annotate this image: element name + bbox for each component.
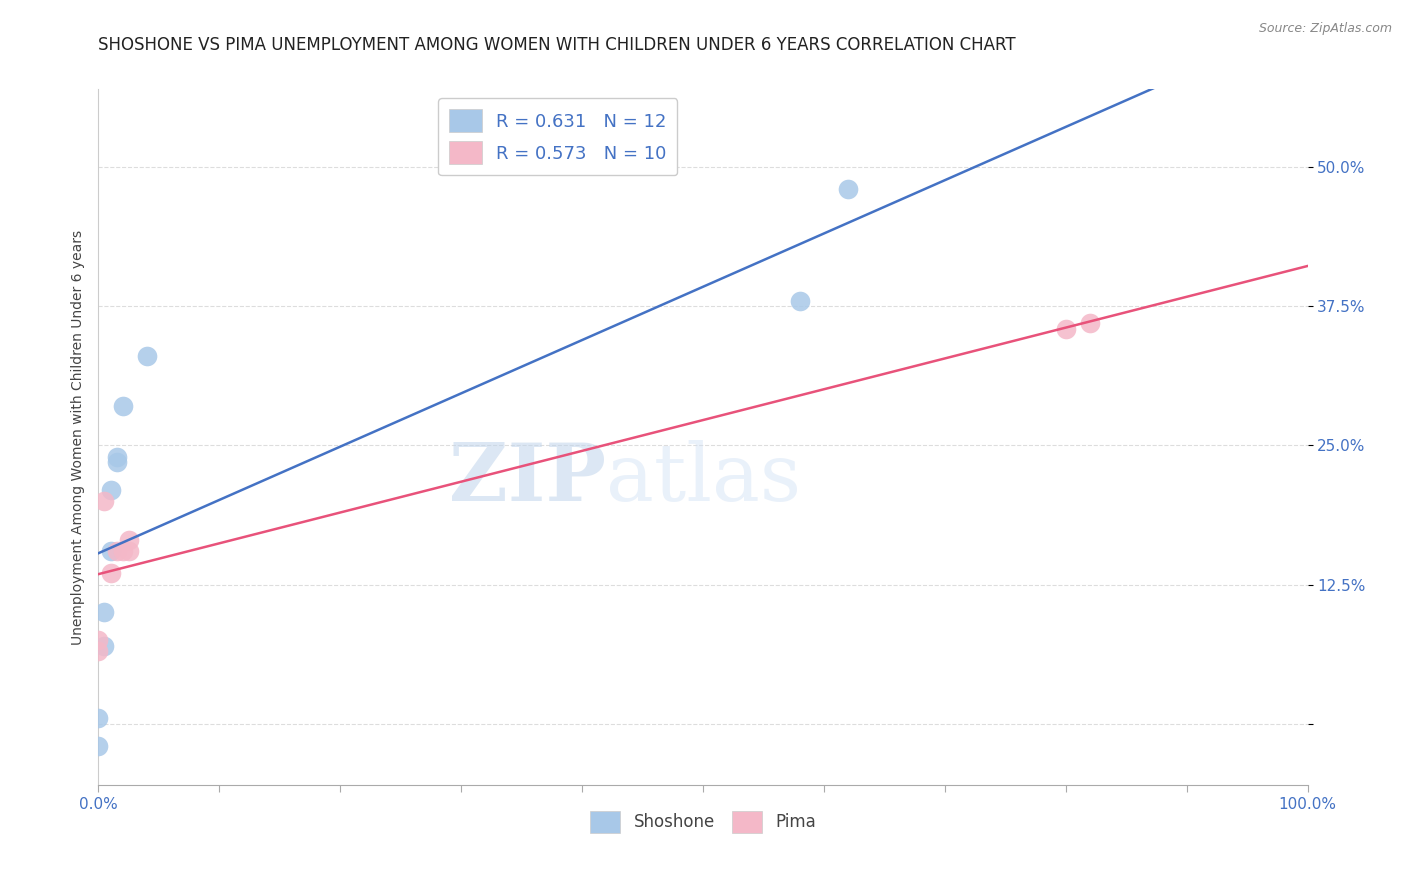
Point [87, 644, 110, 658]
Point [105, 455, 128, 469]
Point [100, 544, 122, 558]
Y-axis label: Unemployment Among Women with Children Under 6 years: Unemployment Among Women with Children U… [70, 229, 84, 645]
Point [93, 639, 115, 653]
Text: atlas: atlas [606, 440, 801, 518]
Point [135, 350, 157, 364]
Point [100, 566, 122, 581]
Text: ZIP: ZIP [450, 440, 606, 518]
Legend: Shoshone, Pima: Shoshone, Pima [583, 805, 823, 839]
Text: SHOSHONE VS PIMA UNEMPLOYMENT AMONG WOMEN WITH CHILDREN UNDER 6 YEARS CORRELATIO: SHOSHONE VS PIMA UNEMPLOYMENT AMONG WOME… [98, 36, 1017, 54]
Point [93, 494, 115, 508]
Point [87, 633, 110, 648]
Point [100, 483, 122, 497]
Point [105, 450, 128, 464]
Text: Source: ZipAtlas.com: Source: ZipAtlas.com [1258, 22, 1392, 36]
Point [1054, 321, 1077, 335]
Point [789, 293, 811, 308]
Point [111, 544, 134, 558]
Point [87, 739, 110, 753]
Point [87, 711, 110, 725]
Point [837, 182, 859, 196]
Point [105, 544, 128, 558]
Point [111, 400, 134, 414]
Point [118, 533, 141, 547]
Point [1078, 316, 1101, 330]
Point [93, 606, 115, 620]
Point [118, 544, 141, 558]
